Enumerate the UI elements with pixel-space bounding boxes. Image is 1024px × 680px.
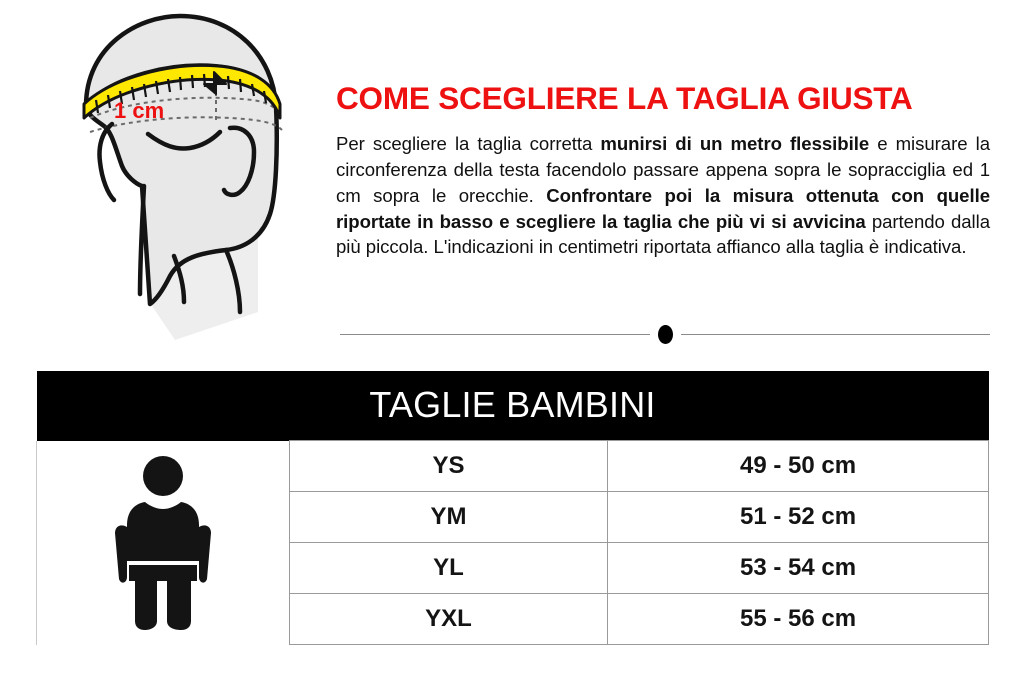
table-body: YS 49 - 50 cm YM 51 - 52 cm YL 53 - 54 c…	[36, 440, 990, 645]
divider-line-left	[340, 334, 650, 335]
ear-shape	[221, 125, 257, 198]
dashed-reference-line-lower	[89, 116, 283, 133]
child-pictogram-icon	[115, 456, 211, 630]
tape-band	[82, 63, 282, 120]
neck-line	[137, 183, 147, 297]
size-range: 53 - 54 cm	[606, 542, 990, 594]
table-header-row: TAGLIE BAMBINI	[36, 371, 989, 441]
pictogram-leg-right	[167, 581, 191, 630]
dashed-reference-line-upper	[89, 96, 281, 119]
table-row: YS 49 - 50 cm	[36, 440, 990, 645]
size-code: YM	[289, 491, 608, 543]
pictogram-hips	[129, 565, 197, 581]
table-row: YXL 55 - 56 cm	[37, 593, 990, 645]
tape-arrow-marker	[203, 71, 227, 95]
size-code: YL	[289, 542, 608, 594]
size-range: 49 - 50 cm	[606, 440, 990, 492]
brow-contour	[145, 129, 223, 151]
size-code: YXL	[289, 593, 608, 645]
head-measuring-illustration: 1 cm	[30, 0, 330, 362]
jaw-contour	[97, 121, 117, 203]
pictogram-arm-right	[199, 525, 211, 583]
pictogram-torso	[127, 502, 199, 561]
size-code: YS	[289, 440, 608, 492]
measuring-tape	[82, 63, 282, 120]
pictogram-arm-left	[115, 525, 127, 583]
section-divider	[340, 325, 990, 344]
size-guide-info-panel: COME SCEGLIERE LA TAGLIA GIUSTA Per sceg…	[336, 80, 991, 260]
tape-ticks	[94, 73, 268, 114]
divider-dot	[657, 325, 673, 344]
shoulder-contour	[223, 247, 243, 315]
page-title: COME SCEGLIERE LA TAGLIA GIUSTA	[336, 80, 913, 116]
table-row: YL 53 - 54 cm	[37, 542, 990, 594]
size-range: 51 - 52 cm	[606, 491, 990, 543]
divider-line-right	[680, 334, 990, 335]
pictogram-head	[143, 456, 183, 496]
child-icon-cell	[36, 440, 290, 645]
collar-line	[171, 253, 187, 305]
tape-measure-label: 1 cm	[114, 98, 164, 123]
table-title: TAGLIE BAMBINI	[36, 371, 989, 441]
table-row: YM 51 - 52 cm	[37, 491, 990, 543]
size-table: TAGLIE BAMBINI	[36, 371, 990, 645]
size-range: 55 - 56 cm	[606, 593, 990, 645]
pictogram-leg-left	[135, 581, 157, 630]
guide-paragraph: Per scegliere la taglia corretta munirsi…	[336, 133, 991, 258]
